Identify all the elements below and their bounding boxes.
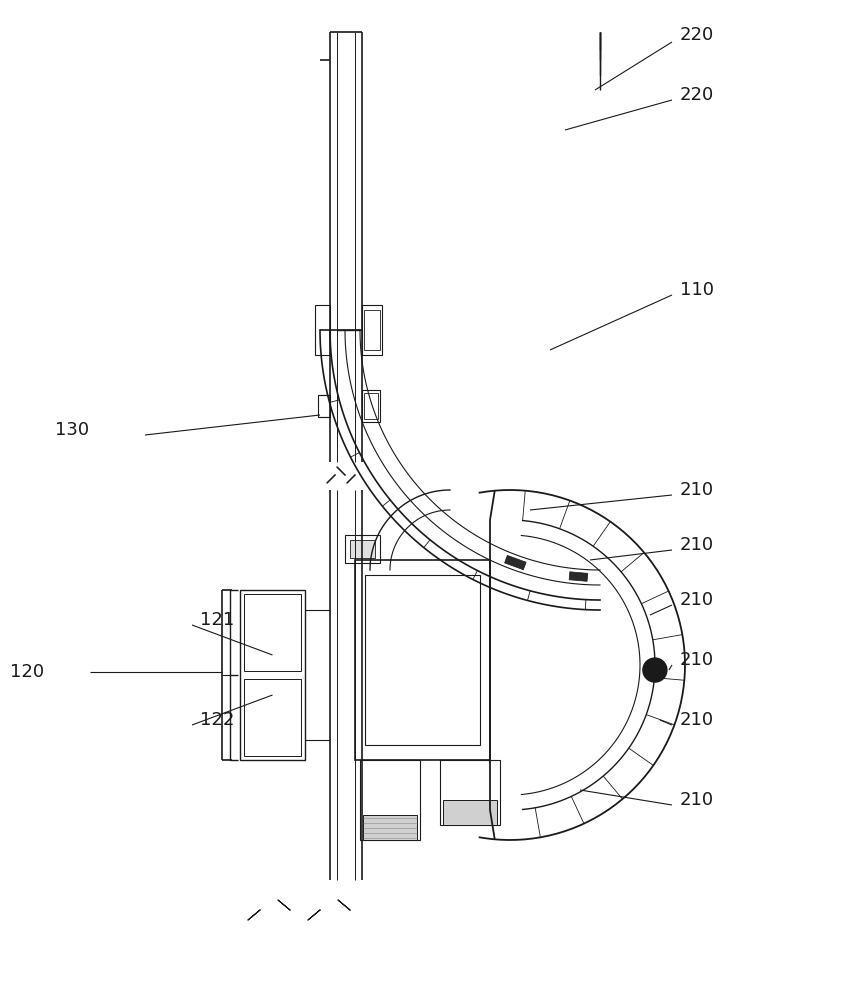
Text: 122: 122 bbox=[200, 711, 235, 729]
Bar bbox=[365, 575, 480, 745]
Text: 210: 210 bbox=[680, 791, 714, 809]
Bar bbox=[443, 800, 497, 825]
Bar bbox=[240, 590, 305, 760]
Bar bbox=[440, 760, 500, 825]
Text: 220: 220 bbox=[680, 86, 714, 104]
Text: 210: 210 bbox=[680, 481, 714, 499]
Text: 120: 120 bbox=[10, 663, 44, 681]
Bar bbox=[355, 560, 490, 760]
Text: 220: 220 bbox=[680, 26, 714, 44]
Bar bbox=[244, 594, 301, 671]
Text: 121: 121 bbox=[200, 611, 235, 629]
Polygon shape bbox=[570, 572, 587, 581]
Bar bbox=[364, 393, 378, 419]
Text: 210: 210 bbox=[680, 536, 714, 554]
Text: 210: 210 bbox=[680, 591, 714, 609]
Text: 130: 130 bbox=[55, 421, 89, 439]
Bar bbox=[362, 305, 382, 355]
Bar bbox=[244, 679, 301, 756]
Bar bbox=[363, 815, 417, 840]
Polygon shape bbox=[505, 555, 526, 570]
Bar bbox=[360, 760, 420, 840]
Bar bbox=[318, 395, 330, 417]
Bar bbox=[315, 305, 330, 355]
Bar bbox=[350, 540, 375, 558]
Bar bbox=[345, 535, 380, 563]
Circle shape bbox=[643, 658, 667, 682]
Text: 110: 110 bbox=[680, 281, 714, 299]
Text: 210: 210 bbox=[680, 711, 714, 729]
Bar bbox=[362, 390, 380, 422]
Text: 210: 210 bbox=[680, 651, 714, 669]
Bar bbox=[364, 310, 380, 350]
